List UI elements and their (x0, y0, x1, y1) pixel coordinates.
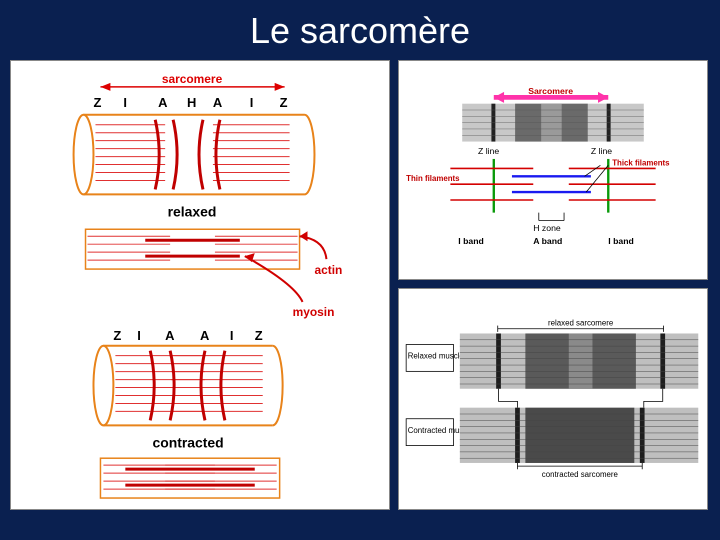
contracted-sarcomere-label: contracted sarcomere (542, 470, 619, 479)
sarcomere-label: Sarcomere (528, 86, 573, 96)
letter: I (230, 328, 234, 343)
sarcomere-label-2: sarcomere (162, 72, 223, 86)
sarcomere-span: sarcomere (100, 72, 284, 91)
micrograph-strip (462, 104, 644, 142)
panel-labeled-schematic: Sarcomere Z line Z line (398, 60, 708, 280)
letter: Z (255, 328, 263, 343)
letter: I (123, 95, 127, 110)
diagram-grid: Sarcomere Z line Z line (0, 60, 720, 510)
letter: I (250, 95, 254, 110)
schematic-svg: Sarcomere Z line Z line (403, 65, 703, 275)
hzone-label: H zone (533, 223, 561, 233)
relaxed-sarcomere-label: relaxed sarcomere (548, 319, 614, 328)
letter: A (213, 95, 222, 110)
sarcomere-arrow: Sarcomere (494, 86, 608, 103)
panel-micrographs: relaxed sarcomere Relaxed muscle Contrac… (398, 288, 708, 510)
detail-strip (86, 229, 300, 269)
relaxed-micrograph (460, 333, 698, 388)
actin-callout: actin (300, 231, 343, 277)
panel-relaxed-contracted: sarcomere Z I A H A I Z relaxed (10, 60, 390, 510)
cylinder-svg: sarcomere Z I A H A I Z relaxed (15, 65, 385, 505)
micrograph-svg: relaxed sarcomere Relaxed muscle Contrac… (403, 293, 703, 505)
hzone-bracket: H zone (533, 213, 564, 233)
letters-relaxed: Z I A H A I Z (93, 95, 287, 110)
detail-strip-contracted (100, 458, 279, 498)
contracted-micrograph (460, 408, 698, 463)
thin-filaments-label: Thin filaments (406, 174, 460, 183)
page-title: Le sarcomère (0, 0, 720, 60)
letter: Z (93, 95, 101, 110)
aband-label: A band (533, 236, 562, 246)
zline-label-right: Z line (591, 146, 612, 156)
connector-brackets (499, 389, 663, 408)
contracted-label: contracted (152, 434, 223, 450)
contracted-cylinder (93, 346, 282, 426)
zline-label-left: Z line (478, 146, 499, 156)
relaxed-cylinder (74, 115, 315, 195)
letter: A (200, 328, 209, 343)
letter: I (137, 328, 141, 343)
letter: H (187, 95, 196, 110)
letter: Z (113, 328, 121, 343)
myosin-label: myosin (293, 305, 335, 319)
letters-contracted: Z I A A I Z (113, 328, 262, 343)
iband-label-left: I band (458, 236, 484, 246)
letter: Z (280, 95, 288, 110)
relaxed-muscle-label: Relaxed muscle (408, 352, 465, 361)
relaxed-label: relaxed (168, 203, 217, 219)
letter: A (165, 328, 174, 343)
iband-label-right: I band (608, 236, 634, 246)
letter: A (158, 95, 167, 110)
actin-label: actin (314, 263, 342, 277)
thick-filaments-label: Thick filaments (612, 158, 670, 167)
